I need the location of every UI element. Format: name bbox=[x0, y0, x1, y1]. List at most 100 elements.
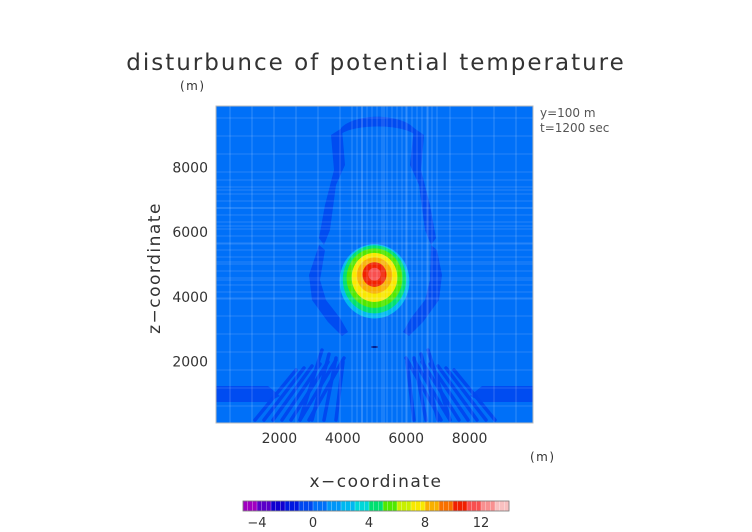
bubble-contour-6 bbox=[368, 267, 381, 281]
colorbar-ticks: −4 0 4 8 12 bbox=[247, 516, 489, 531]
colorbar-swatch bbox=[494, 500, 501, 512]
x-axis-label: x−coordinate bbox=[310, 472, 443, 492]
negative-region-6 bbox=[470, 386, 533, 402]
colorbar-swatch bbox=[350, 500, 356, 512]
colorbar-swatch bbox=[471, 500, 477, 512]
colorbar-swatch bbox=[373, 500, 379, 512]
y-axis-ticks: 2000 4000 6000 8000 bbox=[172, 160, 208, 370]
colorbar-tick-label: −4 bbox=[247, 516, 266, 531]
colorbar-swatch bbox=[336, 500, 342, 512]
negative-region-2 bbox=[410, 128, 436, 245]
colorbar-swatch bbox=[452, 500, 459, 512]
colorbar-swatch bbox=[415, 500, 421, 512]
colorbar-swatch bbox=[480, 500, 487, 512]
colorbar-swatch bbox=[308, 500, 314, 512]
colorbar-swatch bbox=[247, 500, 253, 512]
heatmap-layer bbox=[216, 106, 533, 423]
colorbar-swatch bbox=[312, 500, 319, 512]
negative-region-4 bbox=[403, 245, 442, 336]
colorbar-swatch bbox=[490, 500, 496, 512]
stripe-pattern-14 bbox=[298, 348, 324, 422]
y-tick-label: 8000 bbox=[172, 160, 208, 176]
colorbar-swatch bbox=[294, 500, 300, 512]
stripe-pattern-18 bbox=[322, 356, 338, 422]
colorbar-tick-label: 8 bbox=[421, 516, 429, 531]
colorbar-swatch bbox=[448, 500, 454, 512]
stripe-pattern-4 bbox=[271, 364, 314, 422]
colorbar-swatch bbox=[378, 500, 384, 512]
colorbar-swatch bbox=[322, 500, 328, 512]
y-tick-label: 6000 bbox=[172, 225, 208, 241]
stripe-pattern-5 bbox=[436, 364, 479, 422]
stripe-pattern-20 bbox=[334, 360, 345, 422]
colorbar-swatch bbox=[256, 500, 263, 512]
colorbar-swatch bbox=[424, 500, 431, 512]
colorbar-tick-label: 0 bbox=[309, 516, 317, 531]
colorbar-swatch bbox=[420, 500, 426, 512]
colorbar-tick-label: 4 bbox=[365, 516, 373, 531]
negative-region-5 bbox=[216, 386, 280, 402]
colorbar-swatch bbox=[317, 500, 323, 512]
negative-region-1 bbox=[319, 128, 345, 245]
colorbar-tick-label: 12 bbox=[473, 516, 490, 531]
colorbar-swatch bbox=[406, 500, 412, 512]
stripe-pattern-16 bbox=[310, 352, 331, 422]
colorbar-swatch bbox=[359, 500, 365, 512]
stripe-pattern-2 bbox=[262, 366, 306, 422]
x-tick-label: 6000 bbox=[388, 431, 424, 447]
colorbar-swatch bbox=[429, 500, 435, 512]
colorbar-swatch bbox=[289, 500, 295, 512]
colorbar-swatch bbox=[298, 500, 305, 512]
stripe-pattern-3 bbox=[444, 366, 488, 422]
colorbar-swatch bbox=[340, 500, 347, 512]
colorbar-swatch bbox=[396, 500, 403, 512]
colorbar-swatch bbox=[280, 500, 286, 512]
x-axis-unit: (m) bbox=[530, 450, 556, 464]
colorbar-swatch bbox=[499, 500, 505, 512]
colorbar-swatch bbox=[331, 500, 337, 512]
colorbar-swatch bbox=[443, 500, 449, 512]
colorbar-swatch bbox=[462, 500, 468, 512]
colorbar-swatch bbox=[266, 500, 272, 512]
x-axis-ticks: 2000 4000 6000 8000 bbox=[262, 431, 488, 447]
colorbar-swatch bbox=[485, 500, 491, 512]
colorbar bbox=[242, 500, 510, 512]
stripe-pattern-0 bbox=[253, 368, 298, 422]
colorbar-swatch bbox=[242, 500, 249, 512]
x-tick-label: 4000 bbox=[325, 431, 361, 447]
colorbar-swatch bbox=[387, 500, 393, 512]
stripe-pattern-21 bbox=[405, 360, 416, 422]
colorbar-swatch bbox=[392, 500, 398, 512]
colorbar-swatch bbox=[364, 500, 370, 512]
grid-overlay bbox=[216, 106, 533, 423]
colorbar-swatch bbox=[270, 500, 277, 512]
colorbar-swatch bbox=[261, 500, 267, 512]
annotation-time: t=1200 sec bbox=[540, 121, 609, 135]
chart-title: disturbunce of potential temperature bbox=[126, 50, 626, 76]
colorbar-swatch bbox=[382, 500, 389, 512]
y-tick-label: 4000 bbox=[172, 290, 208, 306]
negative-region-0 bbox=[341, 116, 414, 134]
colorbar-swatch bbox=[410, 500, 417, 512]
stripe-pattern-15 bbox=[426, 348, 452, 422]
colorbar-swatch bbox=[284, 500, 291, 512]
colorbar-swatch bbox=[303, 500, 309, 512]
colorbar-swatch bbox=[466, 500, 473, 512]
title-unit: (m) bbox=[180, 79, 206, 93]
stripe-pattern-19 bbox=[412, 356, 428, 422]
colorbar-frame bbox=[242, 500, 510, 512]
plot-area bbox=[215, 105, 534, 424]
colorbar-swatch bbox=[326, 500, 333, 512]
colorbar-swatch bbox=[401, 500, 407, 512]
x-tick-label: 2000 bbox=[262, 431, 298, 447]
colorbar-swatch bbox=[434, 500, 440, 512]
x-tick-label: 8000 bbox=[452, 431, 488, 447]
negative-region-3 bbox=[309, 245, 348, 336]
annotation-y: y=100 m bbox=[540, 106, 596, 120]
y-tick-label: 2000 bbox=[172, 355, 208, 371]
colorbar-swatch bbox=[438, 500, 445, 512]
stripe-pattern-17 bbox=[419, 352, 440, 422]
y-axis-label: z−coordinate bbox=[145, 202, 165, 334]
colorbar-swatch bbox=[345, 500, 351, 512]
